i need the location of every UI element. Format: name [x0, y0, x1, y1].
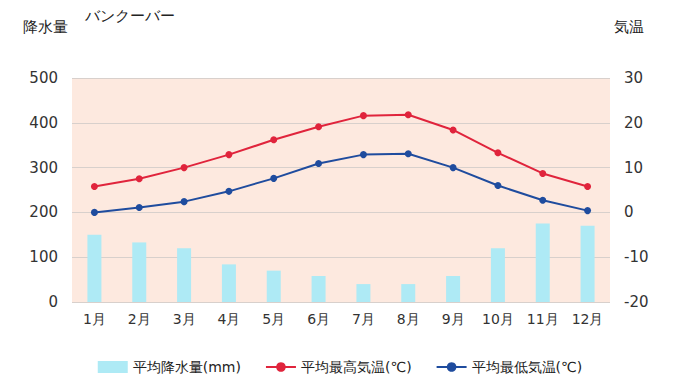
svg-text:平均最高気温(℃): 平均最高気温(℃)	[301, 359, 412, 375]
svg-text:8月: 8月	[397, 311, 420, 327]
svg-text:12月: 12月	[572, 311, 604, 327]
svg-text:平均最低気温(℃): 平均最低気温(℃)	[472, 359, 583, 375]
svg-text:0: 0	[48, 293, 58, 311]
svg-text:-10: -10	[624, 248, 649, 266]
svg-text:2月: 2月	[128, 311, 151, 327]
svg-text:200: 200	[29, 203, 58, 221]
svg-text:4月: 4月	[217, 311, 240, 327]
svg-text:300: 300	[29, 159, 58, 177]
svg-text:10: 10	[624, 159, 643, 177]
svg-text:-20: -20	[624, 293, 649, 311]
svg-text:30: 30	[624, 69, 643, 87]
svg-text:気温: 気温	[614, 18, 644, 36]
svg-text:降水量: 降水量	[23, 18, 68, 36]
svg-text:9月: 9月	[442, 311, 465, 327]
svg-text:7月: 7月	[352, 311, 375, 327]
svg-text:100: 100	[29, 248, 58, 266]
svg-text:0: 0	[624, 203, 634, 221]
svg-text:5月: 5月	[262, 311, 285, 327]
svg-text:1月: 1月	[83, 311, 106, 327]
svg-text:バンクーバー: バンクーバー	[84, 7, 175, 25]
svg-text:10月: 10月	[482, 311, 514, 327]
svg-text:20: 20	[624, 114, 643, 132]
svg-text:11月: 11月	[527, 311, 559, 327]
svg-text:6月: 6月	[307, 311, 330, 327]
svg-text:500: 500	[29, 69, 58, 87]
svg-text:400: 400	[29, 114, 58, 132]
svg-text:3月: 3月	[173, 311, 196, 327]
svg-text:平均降水量(mm): 平均降水量(mm)	[133, 359, 241, 375]
